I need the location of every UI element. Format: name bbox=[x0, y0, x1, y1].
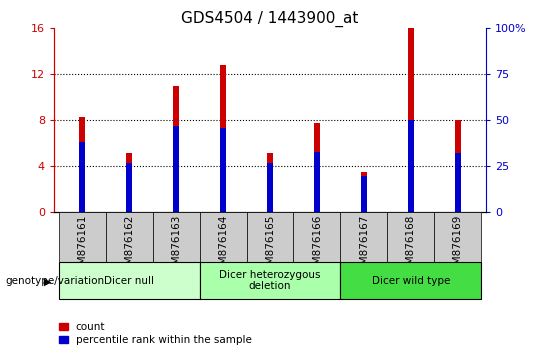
Bar bbox=[59, 212, 106, 262]
Text: GSM876167: GSM876167 bbox=[359, 215, 369, 278]
Text: ▶: ▶ bbox=[44, 276, 51, 286]
Bar bbox=[387, 212, 434, 262]
Bar bbox=[293, 212, 340, 262]
Text: GSM876163: GSM876163 bbox=[171, 215, 181, 278]
Bar bbox=[220, 128, 226, 212]
Bar bbox=[126, 153, 132, 212]
Bar bbox=[200, 212, 247, 262]
Bar bbox=[267, 153, 273, 212]
Bar bbox=[408, 28, 414, 212]
Text: GSM876165: GSM876165 bbox=[265, 215, 275, 278]
Bar bbox=[314, 152, 320, 212]
Bar bbox=[434, 212, 481, 262]
Bar bbox=[340, 212, 387, 262]
Text: Dicer wild type: Dicer wild type bbox=[372, 275, 450, 286]
Text: genotype/variation: genotype/variation bbox=[5, 276, 105, 286]
Bar bbox=[408, 120, 414, 212]
Bar bbox=[126, 163, 132, 212]
Bar bbox=[79, 142, 85, 212]
Bar bbox=[200, 262, 340, 299]
Bar bbox=[361, 176, 367, 212]
Bar bbox=[153, 212, 200, 262]
Bar bbox=[340, 262, 481, 299]
Bar bbox=[106, 212, 153, 262]
Text: GSM876166: GSM876166 bbox=[312, 215, 322, 278]
Bar bbox=[314, 123, 320, 212]
Bar bbox=[173, 126, 179, 212]
Bar bbox=[220, 65, 226, 212]
Bar bbox=[59, 262, 200, 299]
Text: GSM876169: GSM876169 bbox=[453, 215, 463, 278]
Bar bbox=[247, 212, 293, 262]
Bar bbox=[361, 172, 367, 212]
Text: Dicer null: Dicer null bbox=[104, 275, 154, 286]
Bar bbox=[173, 86, 179, 212]
Bar bbox=[455, 120, 461, 212]
Bar bbox=[79, 117, 85, 212]
Text: GSM876162: GSM876162 bbox=[124, 215, 134, 278]
Text: GSM876164: GSM876164 bbox=[218, 215, 228, 278]
Title: GDS4504 / 1443900_at: GDS4504 / 1443900_at bbox=[181, 11, 359, 27]
Bar bbox=[455, 154, 461, 212]
Text: GSM876161: GSM876161 bbox=[77, 215, 87, 278]
Legend: count, percentile rank within the sample: count, percentile rank within the sample bbox=[59, 322, 252, 345]
Text: GSM876168: GSM876168 bbox=[406, 215, 416, 278]
Bar bbox=[267, 163, 273, 212]
Text: Dicer heterozygous
deletion: Dicer heterozygous deletion bbox=[219, 270, 321, 291]
